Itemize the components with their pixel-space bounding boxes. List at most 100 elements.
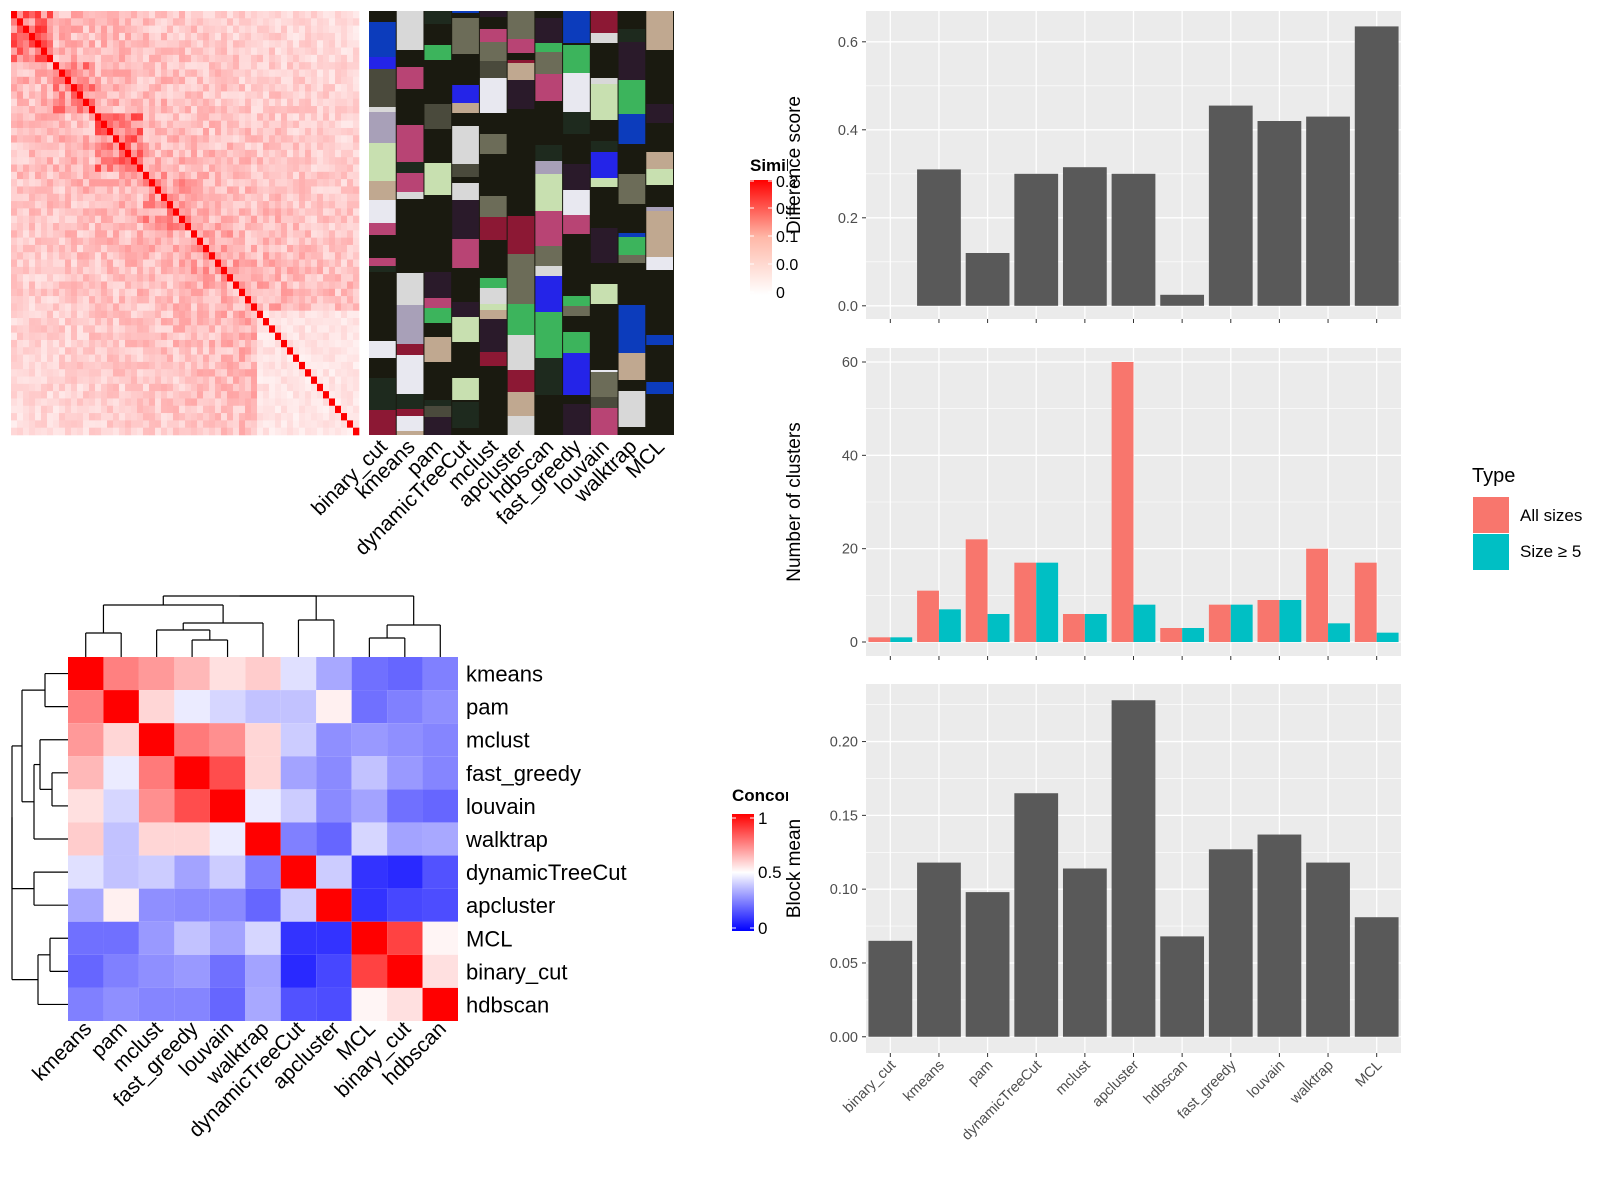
membership-segment [535,211,563,246]
similarity-cell [47,157,54,165]
similarity-cell [89,296,96,304]
similarity-cell [173,274,180,282]
similarity-cell [293,98,300,107]
similarity-cell [77,398,84,407]
similarity-cell [311,244,318,253]
membership-segment [646,101,673,104]
similarity-cell [275,32,282,41]
concordance-cell [245,855,281,889]
similarity-cell [71,193,78,202]
similarity-cell [53,369,60,377]
concordance-cell [422,987,458,1021]
similarity-cell [125,149,132,158]
similarity-cell [125,383,132,392]
similarity-cell [251,76,258,85]
membership-segment [618,324,646,353]
similarity-cell [149,420,156,428]
similarity-cell [311,376,318,385]
similarity-cell [17,113,24,121]
similarity-cell [167,398,174,407]
similarity-cell [41,113,48,121]
similarity-cell [311,369,318,377]
similarity-cell [29,325,36,333]
similarity-cell [191,47,198,56]
similarity-cell [167,142,174,151]
similarity-cell [155,252,162,260]
similarity-cell [335,413,342,421]
concordance-cell [103,987,139,1021]
concordance-cell [174,921,210,955]
similarity-cell [209,252,216,260]
similarity-cell [251,427,258,436]
similarity-cell [125,179,132,187]
similarity-cell [137,149,144,158]
similarity-cell [149,332,156,341]
similarity-cell [101,69,108,78]
concordance-cell [316,987,352,1021]
similarity-cell [311,281,318,290]
similarity-cell [317,135,324,143]
membership-segment [452,164,479,177]
similarity-cell [353,398,360,407]
similarity-cell [47,25,54,34]
similarity-cell [197,91,204,100]
similarity-cell [275,383,282,392]
similarity-cell [227,179,234,187]
similarity-cell [167,164,174,173]
similarity-cell [107,193,114,202]
similarity-cell [227,201,234,209]
similarity-cell [149,376,156,385]
similarity-cell [191,369,198,377]
similarity-cell [77,11,84,19]
similarity-cell [11,259,18,268]
similarity-cell [233,193,240,202]
similarity-cell [65,230,72,238]
similarity-cell [299,339,306,348]
similarity-cell [95,135,102,143]
similarity-cell [185,325,192,333]
similarity-cell [299,171,306,180]
similarity-cell [137,266,144,275]
similarity-cell [119,215,126,224]
similarity-cell [335,98,342,107]
similarity-cell [269,391,276,399]
similarity-cell [191,244,198,253]
membership-segment [479,42,507,61]
similarity-cell [329,54,336,63]
similarity-cell [41,361,48,370]
similarity-cell [347,106,354,114]
similarity-cell [179,215,186,224]
membership-segment [590,347,618,370]
similarity-cell [137,127,144,136]
similarity-cell [347,325,354,333]
concordance-cell [422,657,458,691]
similarity-cell [257,376,264,385]
similarity-cell [185,149,192,158]
similarity-cell [203,288,210,297]
similarity-cell [209,296,216,304]
membership-segment [563,332,590,353]
similarity-cell [215,201,222,209]
similarity-cell [113,332,120,341]
similarity-cell [203,215,210,224]
similarity-cell [71,149,78,158]
similarity-cell [95,18,102,26]
similarity-cell [113,32,120,41]
similarity-cell [95,259,102,268]
similarity-cell [329,62,336,70]
similarity-cell [11,413,18,421]
row-label-apcluster: apcluster [466,893,555,918]
similarity-cell [347,376,354,385]
similarity-cell [83,420,90,428]
similarity-cell [23,332,30,341]
similarity-cell [203,47,210,56]
similarity-cell [323,157,330,165]
similarity-cell [245,84,252,92]
similarity-cell [179,252,186,260]
similarity-cell [197,383,204,392]
similarity-cell [11,54,18,63]
similarity-cell [173,369,180,377]
similarity-cell [287,318,294,326]
similarity-cell [227,208,234,216]
similarity-cell [173,361,180,370]
